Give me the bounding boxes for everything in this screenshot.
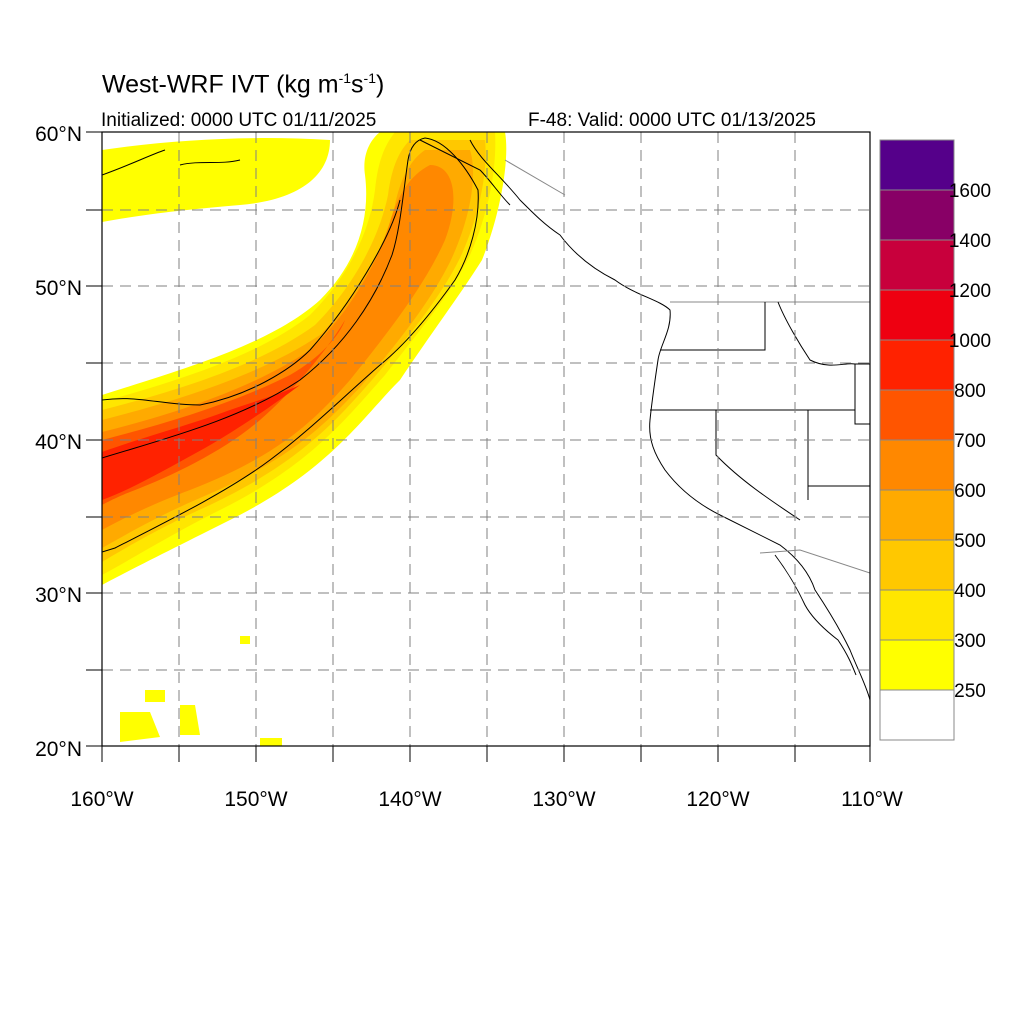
ivt-shading	[102, 132, 507, 746]
colorbar-box-9	[879, 239, 955, 291]
contour-500-inner	[102, 199, 401, 406]
alaska-coast	[102, 139, 511, 206]
colorbar-label-1600: 1600	[949, 181, 991, 202]
map-title: West-WRF IVT (kg m-1s-1)	[102, 70, 385, 99]
colorbar-box-7	[879, 339, 955, 391]
ivt-contours	[102, 137, 479, 553]
graticule	[102, 132, 870, 746]
coastlines	[102, 139, 870, 701]
border-us-mexico	[759, 549, 870, 574]
coastline-baja-gulf	[774, 554, 857, 676]
border-idaho	[777, 301, 856, 366]
lon-label-140: 140°W	[378, 788, 441, 811]
lat-label-60: 60°N	[35, 123, 82, 146]
lat-label-20: 20°N	[35, 738, 82, 761]
valid-time: F-48: Valid: 0000 UTC 01/13/2025	[528, 110, 816, 131]
colorbar-box-8	[879, 289, 955, 341]
lon-label-120: 120°W	[686, 788, 749, 811]
lat-label-30: 30°N	[35, 584, 82, 607]
colorbar-label-500: 500	[954, 531, 986, 552]
colorbar-label-1200: 1200	[949, 281, 991, 302]
border-wa-or	[660, 302, 766, 351]
colorbar-label-300: 300	[954, 631, 986, 652]
border-canada-east	[504, 159, 566, 196]
colorbar-box-0	[879, 689, 955, 741]
colorbar-box-6	[879, 389, 955, 441]
lon-label-160: 160°W	[70, 788, 133, 811]
lon-label-110: 110°W	[841, 788, 903, 811]
ivt-band-250-nw	[102, 138, 330, 222]
lat-label-40: 40°N	[35, 431, 82, 454]
lat-axis-labels: 60°N 50°N 40°N 30°N 20°N	[35, 123, 82, 761]
contour-500	[102, 137, 479, 553]
initialized-time: Initialized: 0000 UTC 01/11/2025	[101, 110, 377, 131]
map-frame	[101, 131, 871, 747]
ivt-band-800	[102, 385, 300, 500]
lon-label-130: 130°W	[532, 788, 595, 811]
colorbar-box-4	[879, 489, 955, 541]
tick-marks	[86, 131, 871, 762]
border-wy	[854, 363, 870, 425]
colorbar: 250 300 400 500 600 700 800 1000 1200 1400 1600	[879, 139, 991, 741]
colorbar-label-600: 600	[954, 481, 986, 502]
lon-axis-labels: 160°W 150°W 140°W 130°W 120°W 110°W	[70, 788, 903, 811]
colorbar-label-700: 700	[954, 431, 986, 452]
coastline-west	[469, 139, 870, 701]
colorbar-label-250: 250	[954, 681, 986, 702]
colorbar-label-1000: 1000	[949, 331, 991, 352]
colorbar-box-11	[879, 139, 955, 191]
ivt-band-600-north	[400, 230, 427, 270]
colorbar-box-3	[879, 539, 955, 591]
ivt-islands-hawaii	[120, 636, 282, 746]
colorbar-label-400: 400	[954, 581, 986, 602]
colorbar-box-2	[879, 589, 955, 641]
lon-label-150: 150°W	[224, 788, 287, 811]
colorbar-box-1	[879, 639, 955, 691]
colorbar-box-10	[879, 189, 955, 241]
colorbar-box-5	[879, 439, 955, 491]
lat-label-50: 50°N	[35, 277, 82, 300]
colorbar-label-800: 800	[954, 381, 986, 402]
colorbar-label-1400: 1400	[949, 231, 991, 252]
